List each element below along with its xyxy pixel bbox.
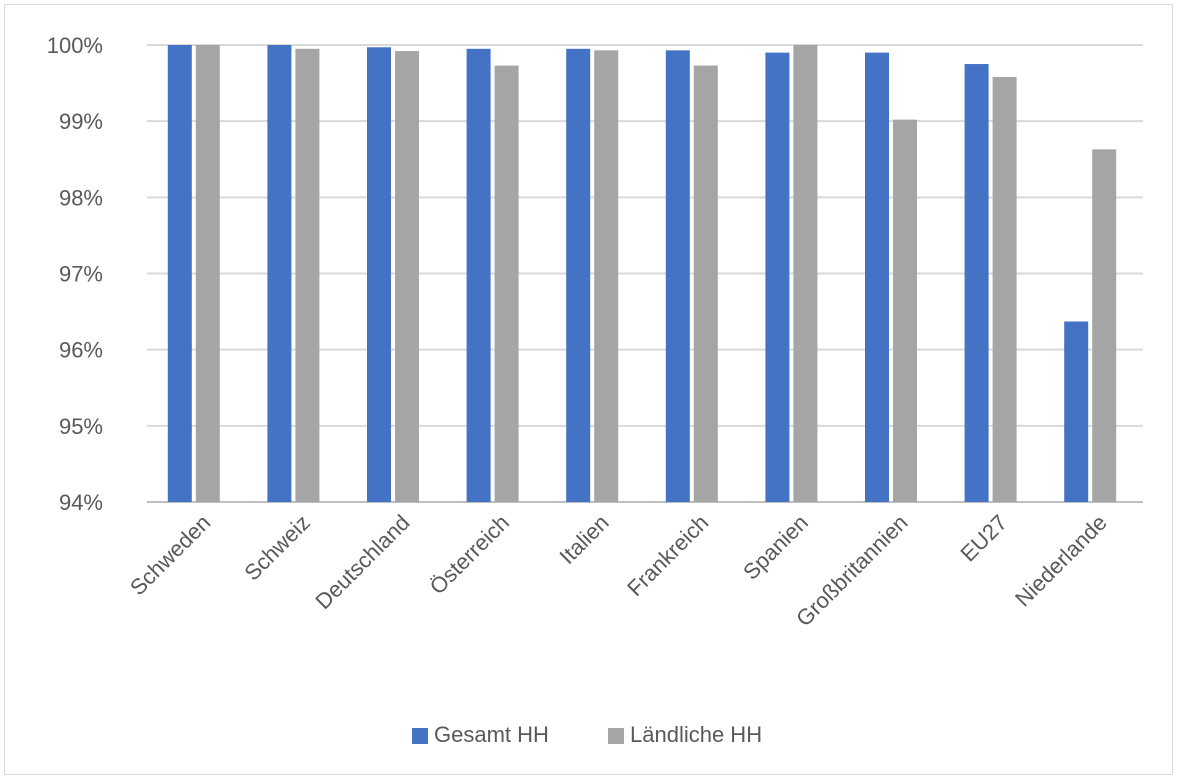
bar-laendliche-hh [195,45,220,502]
x-category-label: Niederlande [1010,510,1112,612]
x-category-label: Spanien [738,510,813,585]
x-category-label: EU27 [956,510,1013,567]
y-tick-label: 96% [59,338,103,363]
bar-laendliche-hh [395,51,419,503]
legend-label: Ländliche HH [630,722,762,747]
bar-laendliche-hh [893,119,917,502]
y-tick-label: 97% [59,262,103,287]
bar-gesamt-hh [865,52,889,502]
y-tick-label: 94% [59,490,103,515]
bar-laendliche-hh [494,65,519,502]
y-tick-label: 99% [59,109,103,134]
y-axis-tick-labels: 100% 99% 98% 97% 96% 95% 94% [47,33,103,515]
bar-gesamt-hh [466,48,491,502]
bar-gesamt-hh [964,64,989,503]
x-category-label: Deutschland [310,510,414,614]
bar-laendliche-hh [295,48,320,502]
bar-gesamt-hh [665,50,690,502]
bars [167,45,1117,503]
bar-gesamt-hh [167,45,192,502]
legend-label: Gesamt HH [434,722,549,747]
x-category-label: Italien [555,510,614,569]
y-tick-label: 95% [59,414,103,439]
bar-laendliche-hh [594,50,619,502]
y-tick-label: 98% [59,185,103,210]
x-category-label: Frankreich [622,510,713,601]
bar-gesamt-hh [367,47,391,502]
x-category-label: Schweiz [239,510,315,586]
bar-laendliche-hh [793,45,818,502]
x-category-label: Schweden [125,510,215,600]
legend: Gesamt HH Ländliche HH [412,722,762,747]
x-category-label: Österreich [425,510,514,599]
legend-swatch [608,728,624,744]
y-tick-label: 100% [47,33,103,58]
bar-gesamt-hh [267,45,292,502]
bar-laendliche-hh [693,65,718,502]
bar-gesamt-hh [1064,321,1089,502]
bar-gesamt-hh [566,48,591,502]
bar-gesamt-hh [765,52,790,502]
bar-laendliche-hh [1092,149,1117,502]
legend-swatch [412,728,428,744]
bar-laendliche-hh [992,76,1017,503]
